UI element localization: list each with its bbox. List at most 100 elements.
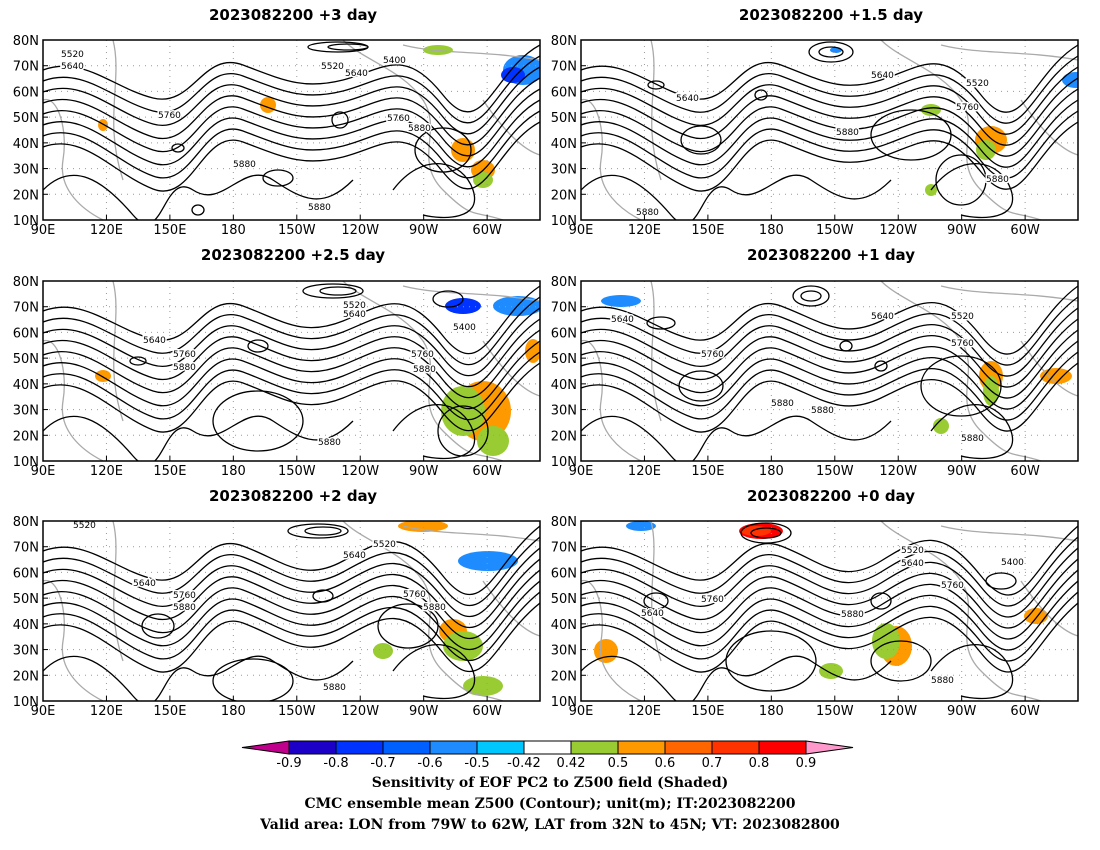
z500-contour xyxy=(581,296,1078,366)
z500-contour xyxy=(43,558,540,629)
lon-tick-label: 90W xyxy=(947,704,977,719)
z500-closed-contour xyxy=(327,43,369,51)
lon-tick-label: 120W xyxy=(341,704,379,719)
sensitivity-shading xyxy=(501,67,525,83)
z500-contour xyxy=(392,404,476,460)
z500-closed-contour xyxy=(839,340,853,352)
lat-tick-label: 70N xyxy=(13,301,39,316)
lat-tick-label: 80N xyxy=(551,515,577,530)
lat-tick-label: 40N xyxy=(13,378,39,393)
colorbar-label: -0.6 xyxy=(417,756,442,771)
lon-tick-label: 150W xyxy=(816,223,854,238)
z500-contour xyxy=(43,547,540,618)
lat-tick-label: 30N xyxy=(13,644,39,659)
z500-contour xyxy=(43,55,540,124)
contour-label: 5880 xyxy=(986,175,1009,185)
z500-closed-contour xyxy=(129,356,147,366)
z500-contour xyxy=(581,362,1078,433)
z500-contour xyxy=(581,602,1078,673)
contour-label: 5640 xyxy=(641,609,664,619)
lon-tick-label: 180 xyxy=(759,464,784,479)
lat-tick-label: 30N xyxy=(551,404,577,419)
contour-label: 5640 xyxy=(133,579,156,589)
contour-label: 5520 xyxy=(966,79,989,89)
lat-tick-label: 40N xyxy=(551,137,577,152)
z500-contour xyxy=(43,602,540,673)
z500-closed-contour xyxy=(432,290,464,308)
z500-closed-contour xyxy=(792,285,830,307)
lon-tick-label: 60W xyxy=(472,223,502,238)
lat-tick-label: 50N xyxy=(551,111,577,126)
lat-tick-label: 30N xyxy=(551,644,577,659)
coastline xyxy=(43,281,540,461)
z500-closed-contour xyxy=(874,360,888,372)
z500-contour xyxy=(43,77,540,146)
contour-label: 5760 xyxy=(403,590,426,600)
contour-label: 5880 xyxy=(636,208,659,218)
z500-contour xyxy=(581,536,1078,607)
lon-tick-label: 60W xyxy=(1010,223,1040,238)
colorbar-label: 0.8 xyxy=(749,756,770,771)
contour-label: 5640 xyxy=(611,315,634,325)
z500-closed-contour xyxy=(312,589,334,603)
map-panel-3: 55205640564057605880540057605880588080N7… xyxy=(13,275,541,479)
z500-contour xyxy=(581,174,892,220)
map-panel-4: 5640 5640 5520 5760 5760 5880 5880 5880 80N 70N 60… xyxy=(551,275,1079,479)
lon-tick-label: 150E xyxy=(691,704,724,719)
z500-contour xyxy=(581,121,1078,192)
colorbar-segment xyxy=(476,740,525,755)
coastline xyxy=(581,521,1078,701)
contour-label: 5400 xyxy=(453,323,476,333)
contour-label: 5880 xyxy=(318,438,341,448)
contour-label: 5520 xyxy=(61,50,84,60)
lat-tick-label: 70N xyxy=(551,60,577,75)
contour-label: 5520 xyxy=(951,312,974,322)
panel-title-2: 2023082200 +1.5 day xyxy=(738,6,924,24)
contour-label: 5760 xyxy=(701,350,724,360)
z500-contour xyxy=(43,121,540,192)
map-panel-5: 5520 5520 5640 5640 5760 5880 5760 5880 5880 80N 7… xyxy=(13,515,541,719)
z500-closed-contour xyxy=(212,390,304,452)
lat-tick-label: 20N xyxy=(551,429,577,444)
map-frame xyxy=(580,280,1079,462)
z500-closed-contour xyxy=(680,125,722,155)
colorbar-segment xyxy=(758,740,807,755)
z500-closed-contour xyxy=(800,290,822,302)
z500-contour xyxy=(930,644,1014,700)
z500-contour xyxy=(581,547,1078,618)
lat-tick-label: 40N xyxy=(551,378,577,393)
z500-contour xyxy=(43,362,540,433)
z500-closed-contour xyxy=(935,154,987,206)
lat-tick-label: 80N xyxy=(13,275,39,290)
z500-closed-contour xyxy=(870,109,952,161)
contour-label: 5880 xyxy=(323,683,346,693)
z500-contour xyxy=(581,318,1078,388)
lon-tick-label: 60W xyxy=(1010,464,1040,479)
sensitivity-shading xyxy=(477,426,509,456)
lon-tick-label: 180 xyxy=(221,223,246,238)
z500-closed-contour xyxy=(725,630,817,692)
map-frame xyxy=(42,39,541,221)
contour-label: 5520 xyxy=(373,540,396,550)
panel-title-3: 2023082200 +2.5 day xyxy=(200,246,386,264)
lon-tick-label: 180 xyxy=(221,464,246,479)
z500-closed-contour xyxy=(414,127,472,173)
lat-tick-label: 60N xyxy=(13,566,39,581)
z500-closed-contour xyxy=(287,523,349,539)
colorbar-over-arrow xyxy=(805,740,854,755)
z500-contour xyxy=(43,655,354,701)
z500-contour xyxy=(581,285,1078,355)
lon-tick-label: 150W xyxy=(278,704,316,719)
lon-tick-label: 150E xyxy=(691,464,724,479)
lon-tick-label: 120E xyxy=(628,704,661,719)
footer-line-2: CMC ensemble mean Z500 (Contour); unit(m… xyxy=(304,796,796,812)
colorbar-segment xyxy=(429,740,478,755)
coastline xyxy=(581,40,1078,220)
map-frame xyxy=(42,280,541,462)
contour-label: 5520 xyxy=(901,546,924,556)
z500-contour xyxy=(392,644,476,700)
contour-label: 5400 xyxy=(1001,558,1024,568)
z500-contour xyxy=(581,88,1078,157)
lon-tick-label: 90W xyxy=(947,464,977,479)
z500-contour xyxy=(43,307,540,377)
